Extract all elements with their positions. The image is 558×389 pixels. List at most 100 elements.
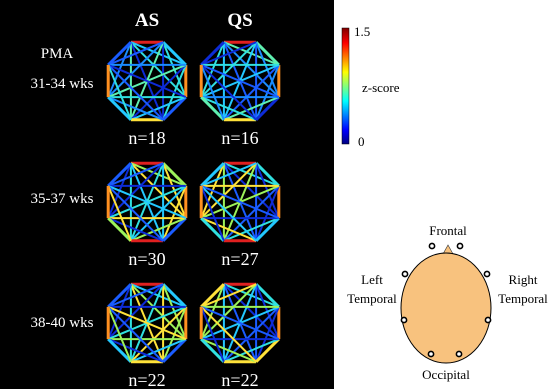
network-edge (255, 217, 280, 242)
right-label-1: Right (509, 272, 538, 287)
network-edge (223, 185, 280, 242)
network-edge (200, 283, 225, 308)
network-edge (107, 185, 132, 242)
network-edge (107, 283, 132, 308)
network-edge (200, 41, 257, 98)
colorbar: 1.5 z-score 0 (341, 24, 400, 149)
network-edge (200, 162, 225, 187)
frontal-label: Frontal (429, 223, 467, 238)
network-edge (107, 338, 132, 363)
network-edge (107, 338, 164, 363)
network-edge (107, 162, 164, 219)
network-edge (200, 283, 257, 308)
network-edge (107, 41, 132, 66)
network-edge (200, 217, 257, 242)
connectivity-figure: AS QS PMA 31-34 wks 35-37 wks 38-40 wks … (31, 10, 281, 389)
header-qs: QS (227, 10, 252, 31)
network-edge (200, 305, 280, 341)
network-edge (255, 162, 280, 187)
network-edge (107, 41, 164, 66)
network-edge (107, 41, 164, 98)
n-as-row3: n=22 (128, 370, 165, 389)
head-outline (400, 252, 492, 364)
network-edge (107, 162, 164, 187)
network-edge (130, 306, 187, 363)
network-edge (130, 64, 187, 121)
network-edge (200, 185, 225, 242)
colorbar-min: 0 (358, 134, 365, 149)
network-edge (200, 96, 225, 121)
network-edge (107, 96, 164, 121)
network-graphs (106, 40, 281, 364)
network-edge (255, 338, 280, 363)
network-edge (107, 283, 164, 340)
network-edge (223, 338, 280, 363)
network-edge (162, 338, 187, 363)
network-edge (223, 217, 280, 242)
row-label-3: 38-40 wks (31, 315, 94, 331)
network-edge (200, 162, 257, 219)
network-edge (162, 162, 187, 187)
network-edge (107, 63, 187, 99)
network-edge (130, 185, 187, 242)
head-map: Frontal Left Temporal Right Temporal Occ… (347, 223, 548, 382)
network-edge (200, 306, 225, 363)
network-edge (107, 185, 164, 242)
network-edge (107, 64, 164, 121)
row-label-1: 31-34 wks (31, 76, 94, 92)
network-edge (200, 64, 257, 121)
connectivity-panel: AS QS PMA 31-34 wks 35-37 wks 38-40 wks … (0, 0, 334, 389)
network-edge (223, 64, 280, 121)
network-edge (200, 306, 257, 363)
network-edge (200, 41, 257, 66)
network-edge (107, 162, 132, 187)
row-label-2: 35-37 wks (31, 191, 94, 207)
network-edge (255, 96, 280, 121)
network-edge (223, 283, 280, 340)
network-edge (107, 217, 132, 242)
network-edge (200, 63, 280, 99)
network-edge (255, 41, 280, 66)
network-edge (200, 162, 257, 187)
network-edge (107, 306, 164, 363)
network-edge (162, 41, 187, 66)
network-edge (130, 217, 187, 242)
left-label-1: Left (361, 272, 383, 287)
network-edge (200, 96, 257, 121)
network-edge (162, 283, 187, 308)
colorbar-label: z-score (362, 80, 400, 95)
network-edge (223, 41, 280, 98)
occipital-label: Occipital (422, 367, 470, 382)
network-edge (200, 283, 257, 340)
network-edge (130, 283, 187, 340)
network-edge (162, 96, 187, 121)
network-edge (223, 96, 280, 121)
colorbar-gradient (341, 27, 350, 145)
n-qs-row3: n=22 (221, 370, 258, 389)
electrode-markers (400, 242, 492, 358)
network-edge (107, 306, 132, 363)
network-edge (200, 338, 257, 363)
network-edge (107, 64, 132, 121)
n-as-row2: n=30 (128, 249, 165, 269)
network-edge (130, 41, 187, 98)
network-edge (200, 184, 280, 220)
n-qs-row1: n=16 (221, 128, 258, 148)
network-edge (223, 306, 280, 363)
right-label-2: Temporal (498, 291, 548, 306)
pma-label: PMA (41, 46, 74, 62)
left-label-2: Temporal (347, 291, 397, 306)
network-edge (200, 64, 225, 121)
network-edge (107, 96, 132, 121)
network-edge (107, 283, 164, 308)
network-edge (200, 217, 225, 242)
network-edge (162, 217, 187, 242)
n-qs-row2: n=27 (221, 249, 258, 269)
network-edge (200, 41, 225, 66)
header-as: AS (135, 10, 159, 31)
network-edge (130, 96, 187, 121)
network-edge (107, 217, 164, 242)
n-as-row1: n=18 (128, 128, 165, 148)
network-edge (200, 185, 257, 242)
network-edge (107, 184, 187, 220)
